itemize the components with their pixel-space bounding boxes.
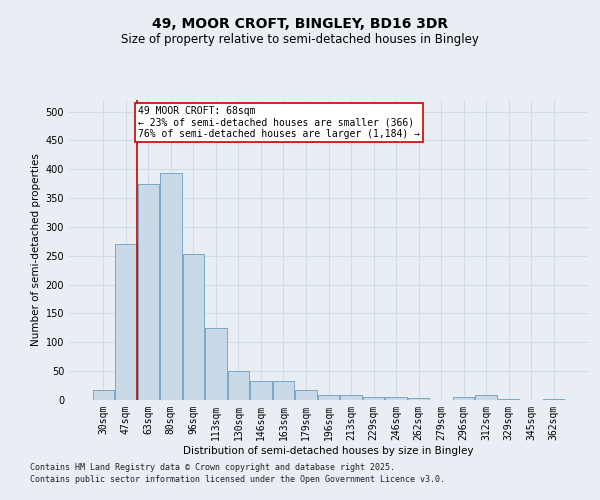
Bar — [228, 371, 249, 400]
Bar — [543, 399, 565, 400]
Bar — [498, 399, 520, 400]
Bar — [408, 398, 429, 400]
Bar — [385, 397, 407, 400]
Y-axis label: Number of semi-detached properties: Number of semi-detached properties — [31, 154, 41, 346]
Text: 49, MOOR CROFT, BINGLEY, BD16 3DR: 49, MOOR CROFT, BINGLEY, BD16 3DR — [152, 18, 448, 32]
Bar — [92, 390, 114, 400]
Bar — [137, 184, 159, 400]
Bar — [340, 396, 362, 400]
Text: Contains HM Land Registry data © Crown copyright and database right 2025.: Contains HM Land Registry data © Crown c… — [30, 462, 395, 471]
Bar — [92, 390, 114, 400]
Text: 49 MOOR CROFT: 68sqm
← 23% of semi-detached houses are smaller (366)
76% of semi: 49 MOOR CROFT: 68sqm ← 23% of semi-detac… — [138, 106, 420, 139]
Bar — [543, 399, 565, 400]
Bar — [453, 397, 475, 400]
Bar — [363, 397, 384, 400]
Bar — [295, 390, 317, 400]
Bar — [318, 396, 339, 400]
Bar — [363, 397, 384, 400]
Bar — [273, 381, 294, 400]
Bar — [250, 381, 272, 400]
Bar — [295, 390, 317, 400]
Bar — [182, 254, 204, 400]
Bar — [475, 396, 497, 400]
Bar — [453, 397, 475, 400]
Bar — [182, 254, 204, 400]
Bar — [385, 397, 407, 400]
Bar — [498, 399, 520, 400]
Bar — [318, 396, 339, 400]
Bar — [160, 174, 182, 400]
Text: Contains public sector information licensed under the Open Government Licence v3: Contains public sector information licen… — [30, 475, 445, 484]
Bar — [115, 244, 137, 400]
Bar — [250, 381, 272, 400]
X-axis label: Distribution of semi-detached houses by size in Bingley: Distribution of semi-detached houses by … — [183, 446, 474, 456]
Bar — [137, 184, 159, 400]
Text: Size of property relative to semi-detached houses in Bingley: Size of property relative to semi-detach… — [121, 32, 479, 46]
Bar — [205, 328, 227, 400]
Bar — [205, 328, 227, 400]
Bar — [475, 396, 497, 400]
Bar — [115, 244, 137, 400]
Bar — [228, 371, 249, 400]
Bar — [408, 398, 429, 400]
Bar — [340, 396, 362, 400]
Bar — [273, 381, 294, 400]
Bar — [160, 174, 182, 400]
